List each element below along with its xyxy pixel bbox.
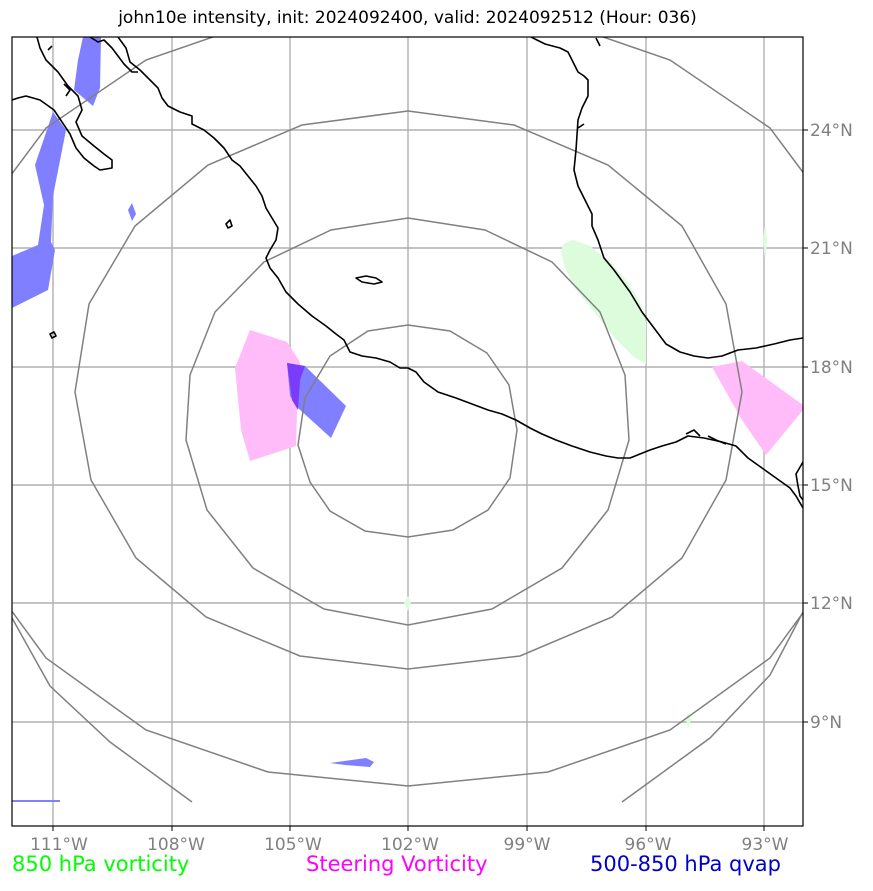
island-chapala [355, 275, 383, 285]
map-title: john10e intensity, init: 2024092400, val… [118, 8, 697, 28]
lon-label-96w: 96°W [625, 835, 672, 855]
qvap-area-speck [128, 203, 136, 221]
coastline-yucatan-east [795, 461, 803, 501]
island-tres-marias [225, 219, 233, 229]
lat-label-15n: 15°N [810, 476, 853, 496]
tick-marks [52, 129, 808, 831]
lat-label-21n: 21°N [810, 239, 853, 259]
lagoon-northeast [577, 37, 601, 129]
lat-label-12n: 12°N [810, 594, 853, 614]
lon-label-105w: 105°W [264, 835, 322, 855]
plot-area [12, 37, 803, 826]
graticule [12, 37, 803, 826]
lon-label-111w: 111°W [30, 835, 88, 855]
lon-label-93w: 93°W [742, 835, 789, 855]
steering-vorticity-area-west [235, 330, 300, 461]
qvap-shading [12, 37, 374, 802]
vorticity-850-shading [404, 222, 767, 728]
coastline-gulf-of-mexico [530, 37, 803, 359]
legend-850-hpa-vorticity: 850 hPa vorticity [12, 852, 190, 876]
lat-label-24n: 24°N [810, 121, 853, 141]
vorticity-850-area-east [561, 240, 646, 364]
vorticity-850-speck-southeast [686, 712, 691, 728]
qvap-area-center [287, 363, 346, 438]
legend-qvap: 500-850 hPa qvap [590, 852, 781, 876]
qvap-area-south [330, 758, 374, 767]
vorticity-850-speck-south [404, 596, 411, 611]
lon-label-99w: 99°W [504, 835, 551, 855]
coastline-baja-gulf-side [47, 45, 71, 97]
range-ring-4 [12, 37, 803, 787]
vorticity-850-speck-northeast [763, 222, 767, 262]
range-rings [12, 37, 803, 803]
qvap-area-baja [12, 112, 66, 308]
range-ring-5-east [621, 611, 803, 803]
range-ring-1 [297, 324, 518, 538]
qvap-steering-overlap [287, 363, 305, 410]
qvap-area-southwest [12, 800, 60, 802]
range-ring-3 [74, 110, 743, 670]
coastline-mainland-north [89, 37, 138, 73]
coastline-mexico-pacific [117, 37, 803, 509]
steering-vorticity-area-east [712, 361, 803, 455]
range-ring-5 [12, 617, 193, 803]
qvap-area-gulf-north [74, 37, 101, 106]
range-ring-2 [185, 217, 630, 626]
lat-label-9n: 9°N [810, 713, 842, 733]
lagoon-southeast [685, 429, 727, 445]
longitude-labels: 111°W 108°W 105°W 102°W 99°W 96°W 93°W [30, 835, 789, 855]
latitude-labels: 24°N 21°N 18°N 15°N 12°N 9°N [810, 121, 853, 733]
lat-label-18n: 18°N [810, 358, 853, 378]
steering-vorticity-shading [235, 330, 803, 461]
legend-steering-vorticity: Steering Vorticity [306, 852, 488, 876]
lon-label-108w: 108°W [147, 835, 205, 855]
coastlines [12, 37, 803, 509]
coastline-baja-california [12, 37, 113, 171]
lon-label-102w: 102°W [381, 835, 439, 855]
island-revillagigedo [49, 331, 57, 339]
